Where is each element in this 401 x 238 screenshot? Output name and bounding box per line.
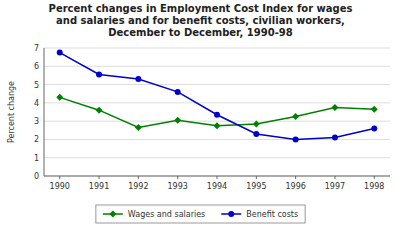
- y-tick-label: 1: [34, 154, 39, 163]
- y-tick-label: 4: [34, 99, 39, 108]
- y-axis-label: Percent change: [7, 81, 16, 143]
- legend-label: Wages and salaries: [128, 210, 205, 219]
- grid-line: [44, 84, 390, 85]
- point: [253, 131, 259, 137]
- point: [135, 124, 142, 131]
- x-tick-label: 1992: [128, 182, 148, 191]
- point: [214, 122, 221, 129]
- x-tick-label: 1991: [89, 182, 109, 191]
- point: [56, 94, 63, 101]
- legend-marker: [109, 211, 116, 218]
- marks: [56, 50, 378, 143]
- y-tick-label: 6: [34, 62, 39, 71]
- y-tick-label: 5: [34, 81, 39, 90]
- point: [174, 117, 181, 124]
- x-tick-label: 1996: [285, 182, 305, 191]
- legend-label: Benefit costs: [246, 210, 298, 219]
- grid: [44, 48, 390, 176]
- point: [371, 106, 378, 113]
- point: [96, 72, 102, 78]
- legend-marker: [228, 211, 234, 217]
- point: [292, 113, 299, 120]
- y-tick-label: 7: [34, 44, 39, 53]
- point: [135, 76, 141, 82]
- point: [175, 89, 181, 95]
- legend-box: [96, 205, 305, 223]
- legend: Wages and salaries Benefit costs: [96, 205, 305, 223]
- series-line: [60, 53, 375, 140]
- grid-line: [44, 176, 390, 177]
- x-tick-label: 1997: [325, 182, 345, 191]
- grid-line: [44, 48, 390, 49]
- point: [293, 136, 299, 142]
- x-tick-label: 1995: [246, 182, 266, 191]
- grid-line: [44, 102, 390, 103]
- chart: Percent changes in Employment Cost Index…: [0, 0, 401, 238]
- y-tick-label: 2: [34, 135, 39, 144]
- point: [332, 135, 338, 141]
- legend-item: Wages and salaries: [103, 210, 205, 219]
- title: Percent changes in Employment Cost Index…: [49, 3, 353, 38]
- title-line: Percent changes in Employment Cost Index…: [49, 3, 353, 14]
- grid-line: [44, 66, 390, 67]
- y-tick-label: 3: [34, 117, 39, 126]
- x-tick-label: 1993: [168, 182, 188, 191]
- point: [371, 125, 377, 131]
- point: [214, 112, 220, 118]
- legend-item: Benefit costs: [221, 210, 298, 219]
- point: [57, 50, 63, 56]
- point: [96, 107, 103, 114]
- point: [331, 104, 338, 111]
- x-tick-label: 1990: [50, 182, 70, 191]
- point: [253, 120, 260, 127]
- y-tick-label: 0: [34, 172, 39, 181]
- x-axis: [44, 176, 390, 177]
- grid-line: [44, 157, 390, 158]
- title-line: and salaries and for benefit costs, civi…: [56, 15, 345, 26]
- title-line: December to December, 1990-98: [108, 27, 293, 38]
- x-tick-label: 1998: [364, 182, 384, 191]
- grid-line: [44, 121, 390, 122]
- grid-line: [44, 139, 390, 140]
- x-tick-label: 1994: [207, 182, 227, 191]
- y-axis: [44, 48, 45, 176]
